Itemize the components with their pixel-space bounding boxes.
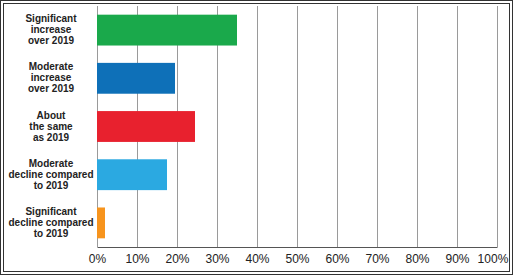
- bar: [97, 207, 105, 238]
- category-label: Moderatedecline comparedto 2019: [8, 157, 93, 190]
- tick: 20%: [165, 247, 189, 266]
- tick: 50%: [285, 247, 309, 266]
- tick-label: 90%: [445, 252, 469, 266]
- bar: [97, 111, 195, 142]
- axis-line: [98, 247, 498, 248]
- category-labels: Significantincreaseover 2019 Moderateincr…: [8, 13, 93, 239]
- grid-line: [297, 6, 298, 247]
- chart: 0% 10% 20% 30% 40% 50% 60% 70% 80% 90% 100% Signifi…: [0, 0, 513, 275]
- tick: 60%: [325, 247, 349, 266]
- tick-label: 70%: [365, 252, 389, 266]
- tick-label: 100%: [478, 252, 509, 266]
- grid-line: [417, 6, 418, 247]
- x-axis: 0% 10% 20% 30% 40% 50% 60% 70% 80% 90% 100%: [89, 247, 509, 266]
- grid-line: [457, 6, 458, 247]
- tick-label: 80%: [405, 252, 429, 266]
- tick-label: 30%: [205, 252, 229, 266]
- grid-line: [337, 6, 338, 247]
- bar: [97, 159, 167, 190]
- tick-label: 10%: [125, 252, 149, 266]
- grid-line: [257, 6, 258, 247]
- tick: 0%: [89, 247, 107, 266]
- bar: [97, 15, 237, 46]
- tick: 40%: [245, 247, 269, 266]
- tick-label: 20%: [165, 252, 189, 266]
- tick: 80%: [405, 247, 429, 266]
- tick-label: 50%: [285, 252, 309, 266]
- category-label: Moderateincreaseover 2019: [28, 61, 75, 94]
- tick: 30%: [205, 247, 229, 266]
- tick: 90%: [445, 247, 469, 266]
- category-label: Aboutthe sameas 2019: [29, 109, 73, 142]
- grid-line: [377, 6, 378, 247]
- frame-inner: [4, 4, 510, 272]
- grid: [97, 6, 497, 247]
- tick-label: 60%: [325, 252, 349, 266]
- category-label: Significantincreaseover 2019: [25, 13, 77, 46]
- frame-outer: [1, 1, 513, 275]
- bars: [97, 15, 237, 239]
- grid-line: [497, 6, 498, 247]
- category-label: Significantdecline comparedto 2019: [8, 206, 93, 239]
- tick: 70%: [365, 247, 389, 266]
- tick-label: 40%: [245, 252, 269, 266]
- bar: [97, 63, 175, 94]
- tick: 100%: [478, 247, 509, 266]
- tick: 10%: [125, 247, 149, 266]
- tick-label: 0%: [89, 252, 107, 266]
